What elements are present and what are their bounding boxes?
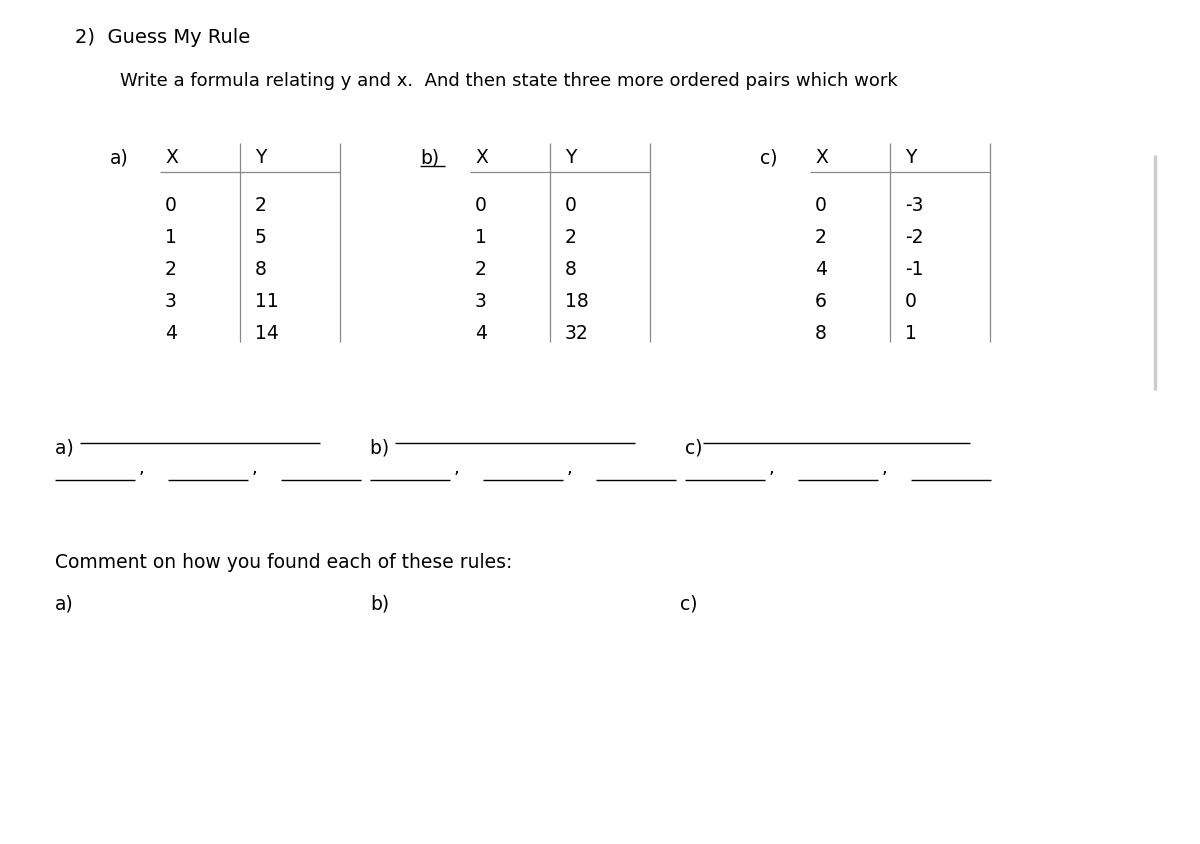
Text: 6: 6 <box>815 292 827 311</box>
Text: 0: 0 <box>905 292 917 311</box>
Text: -3: -3 <box>905 196 924 215</box>
Text: a): a) <box>55 438 79 457</box>
Text: 2)  Guess My Rule: 2) Guess My Rule <box>74 28 251 47</box>
Text: -1: -1 <box>905 260 924 279</box>
Text: 18: 18 <box>565 292 589 311</box>
Text: a): a) <box>110 148 128 167</box>
Text: -2: -2 <box>905 228 924 247</box>
Text: 4: 4 <box>166 324 178 343</box>
Text: 5: 5 <box>256 228 266 247</box>
Text: 0: 0 <box>166 196 176 215</box>
Text: 14: 14 <box>256 324 278 343</box>
Text: 0: 0 <box>815 196 827 215</box>
Text: 2: 2 <box>815 228 827 247</box>
Text: ,: , <box>882 459 888 477</box>
Text: 2: 2 <box>256 196 266 215</box>
Text: X: X <box>475 148 488 167</box>
Text: ,: , <box>252 459 258 477</box>
Text: X: X <box>166 148 178 167</box>
Text: 8: 8 <box>256 260 266 279</box>
Text: 11: 11 <box>256 292 278 311</box>
Text: ,: , <box>139 459 145 477</box>
Text: 8: 8 <box>565 260 577 279</box>
Text: 1: 1 <box>905 324 917 343</box>
Text: 2: 2 <box>475 260 487 279</box>
Text: Y: Y <box>256 148 266 167</box>
Text: Write a formula relating y and x.  And then state three more ordered pairs which: Write a formula relating y and x. And th… <box>120 72 898 90</box>
Text: 2: 2 <box>166 260 176 279</box>
Text: 4: 4 <box>475 324 487 343</box>
Text: 1: 1 <box>475 228 487 247</box>
Text: 3: 3 <box>166 292 176 311</box>
Text: ,: , <box>769 459 775 477</box>
Text: 4: 4 <box>815 260 827 279</box>
Text: 0: 0 <box>565 196 577 215</box>
Text: 0: 0 <box>475 196 487 215</box>
Text: 1: 1 <box>166 228 176 247</box>
Text: X: X <box>815 148 828 167</box>
Text: b): b) <box>370 595 389 614</box>
Text: 2: 2 <box>565 228 577 247</box>
Text: 32: 32 <box>565 324 589 343</box>
Text: ,: , <box>454 459 460 477</box>
Text: ,: , <box>568 459 572 477</box>
Text: a): a) <box>55 595 73 614</box>
Text: 8: 8 <box>815 324 827 343</box>
Text: b): b) <box>420 148 439 167</box>
Text: c): c) <box>685 438 702 457</box>
Text: c): c) <box>760 148 778 167</box>
Text: c): c) <box>680 595 697 614</box>
Text: Y: Y <box>565 148 576 167</box>
Text: b): b) <box>370 438 395 457</box>
Text: Comment on how you found each of these rules:: Comment on how you found each of these r… <box>55 553 512 572</box>
Text: 3: 3 <box>475 292 487 311</box>
Text: Y: Y <box>905 148 917 167</box>
